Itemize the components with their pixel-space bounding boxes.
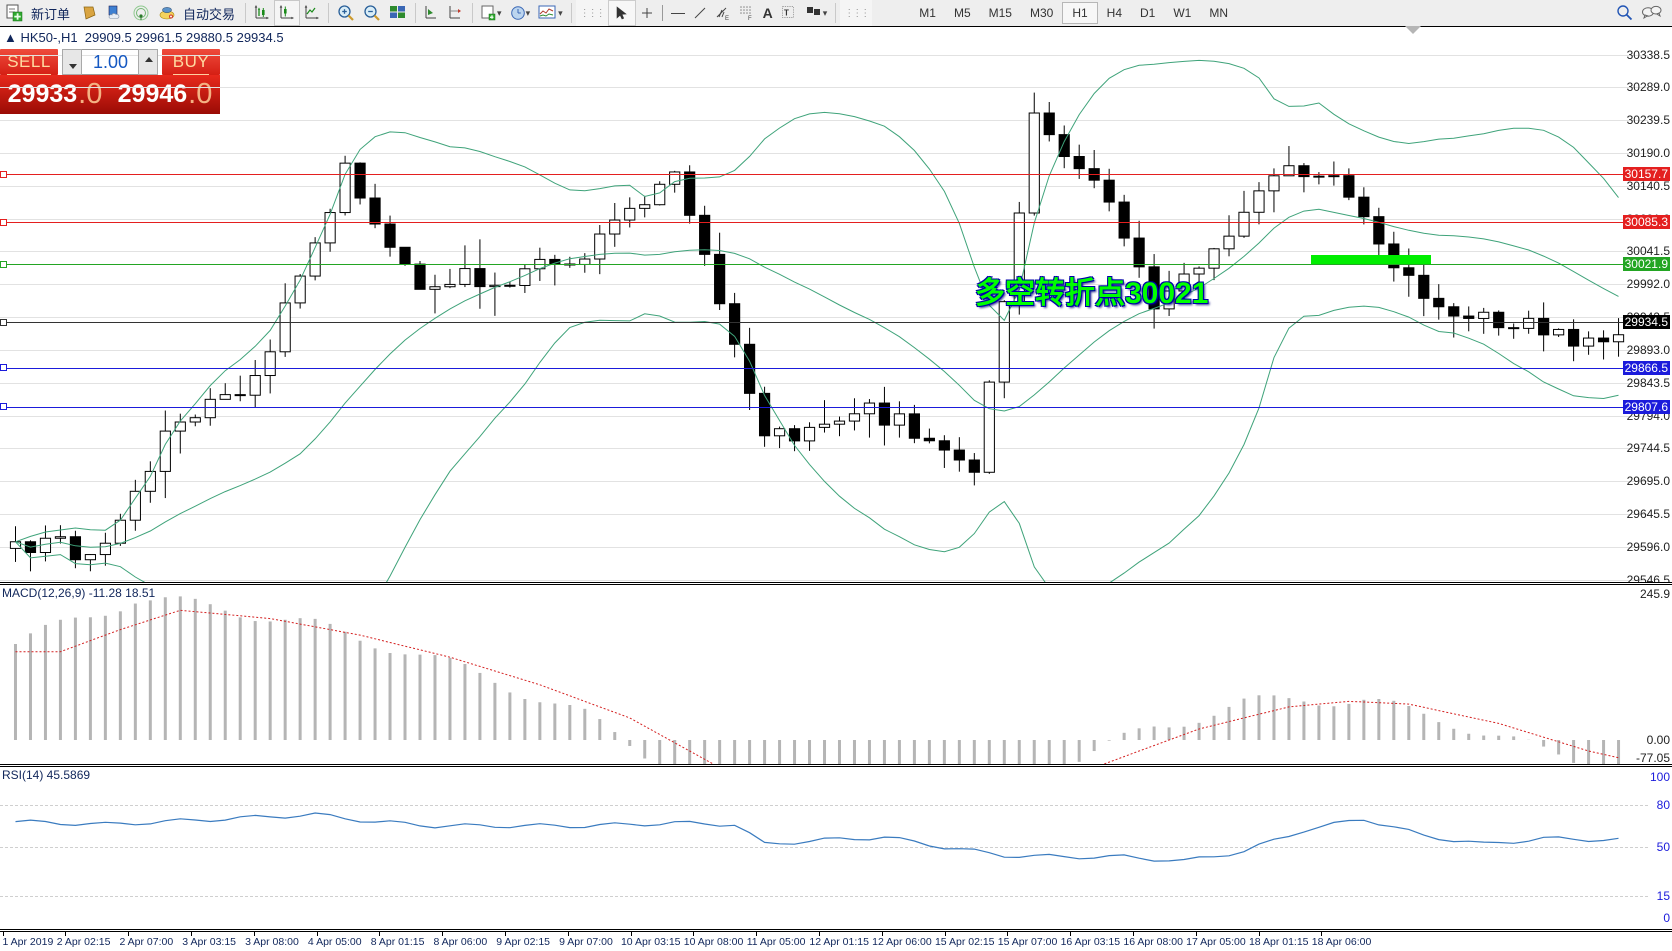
svg-text:E: E [725,16,729,21]
svg-text:T: T [784,9,789,18]
svg-text:F: F [748,16,752,21]
